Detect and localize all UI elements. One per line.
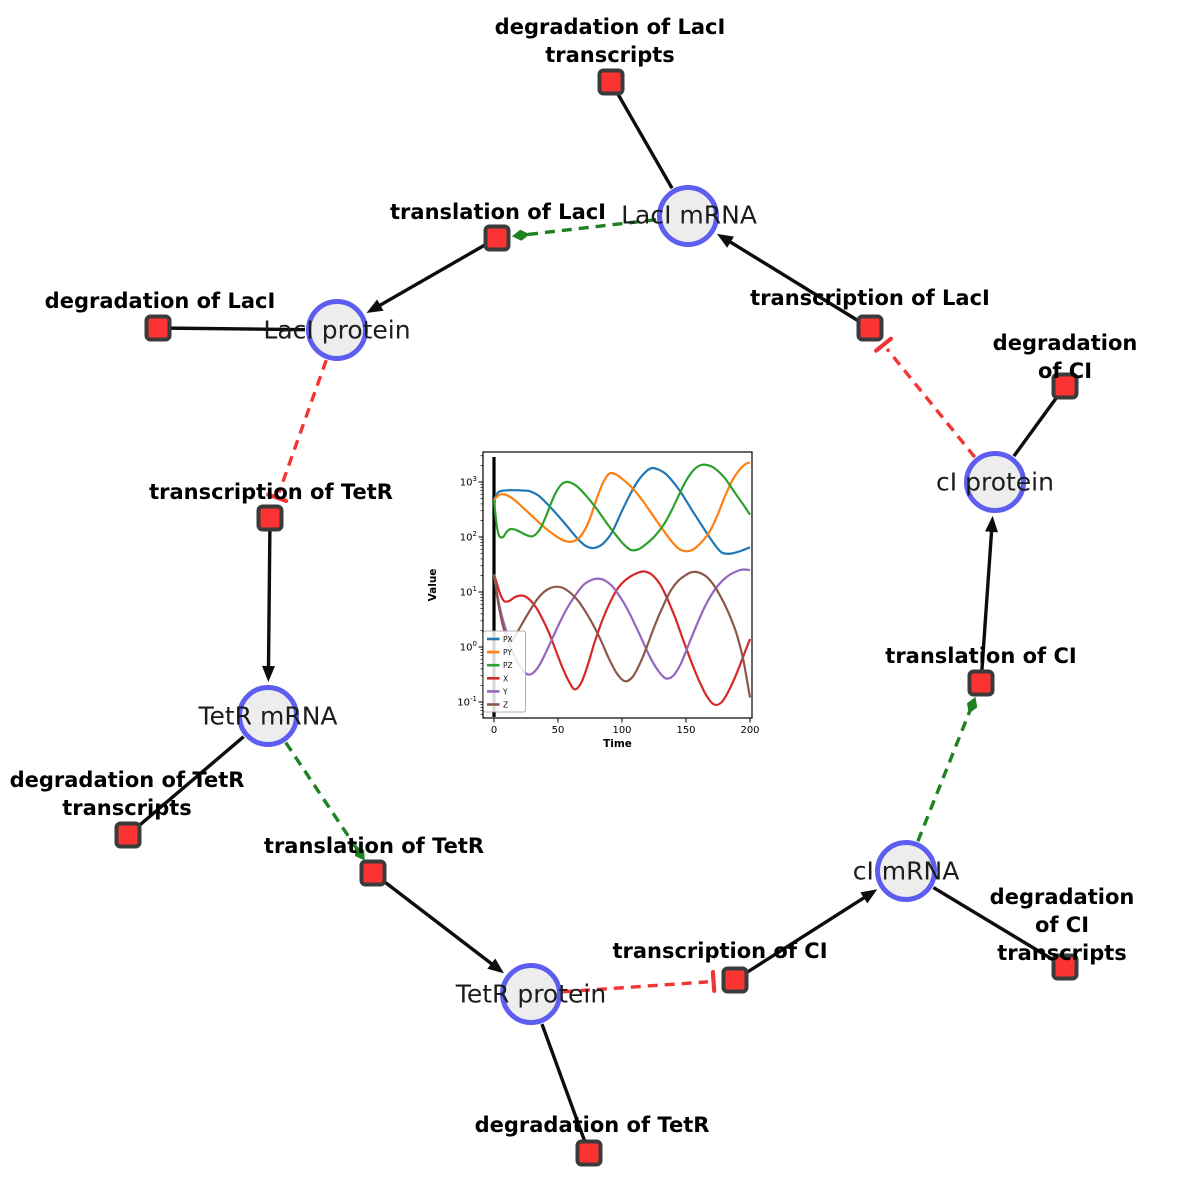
legend-label-z: Z <box>503 701 508 710</box>
species-node-tetr-mrna[interactable] <box>237 685 299 747</box>
species-node-tetr-protein[interactable] <box>500 963 562 1025</box>
series-py <box>493 461 751 553</box>
legend-label-px: PX <box>503 635 513 644</box>
edge-laci-protein-txn-tetr <box>266 359 328 504</box>
reaction-node-txn-ci[interactable] <box>721 966 749 994</box>
edge-tetr-protein-txn-ci <box>562 969 717 994</box>
svg-text:101: 101 <box>460 585 477 599</box>
edge-laci-mrna-transl-laci <box>511 217 657 241</box>
deg-tetr-label: degradation of TetR <box>474 1113 710 1137</box>
reaction-node-deg-laci[interactable] <box>144 314 172 342</box>
legend-label-py: PY <box>503 648 512 657</box>
edge-tetr-mrna-deg-tetr-tx <box>126 735 245 837</box>
edge-transl-ci-ci-protein <box>979 515 999 684</box>
series-x <box>492 570 751 707</box>
transl-tetr-label: translation of TetR <box>263 834 485 858</box>
svg-text:50: 50 <box>552 725 565 736</box>
svg-text:150: 150 <box>676 725 695 736</box>
reaction-node-deg-ci-tx[interactable] <box>1051 953 1079 981</box>
svg-text:100: 100 <box>460 640 477 654</box>
species-node-ci-protein[interactable] <box>964 451 1026 513</box>
transl-laci-label: translation of LacI <box>390 200 606 224</box>
edge-tetr-protein-deg-tetr <box>540 1023 591 1154</box>
series-y <box>492 568 751 680</box>
species-node-laci-mrna[interactable] <box>657 185 719 247</box>
timecourse-plot: 0 50 100 150 200Time10-1100101102103ValuePXP… <box>427 440 772 765</box>
series-pz <box>492 463 751 552</box>
svg-text:103: 103 <box>460 475 477 489</box>
species-node-laci-protein[interactable] <box>306 299 368 361</box>
reaction-node-deg-ci[interactable] <box>1051 372 1079 400</box>
txn-tetr-label: transcription of TetR <box>149 480 393 504</box>
edge-transl-laci-laci-protein <box>366 236 498 314</box>
series-px <box>493 466 751 555</box>
reaction-node-txn-laci[interactable] <box>856 314 884 342</box>
svg-text:10-1: 10-1 <box>457 695 477 709</box>
deg-laci-tx-label: degradation of LacI transcripts <box>494 15 726 67</box>
y-axis-label: Value <box>427 569 439 602</box>
legend-label-pz: PZ <box>503 661 513 670</box>
edge-tetr-mrna-transl-tetr <box>284 741 365 861</box>
series-z <box>492 570 751 698</box>
reaction-node-transl-tetr[interactable] <box>359 859 387 887</box>
transl-ci-label: translation of CI <box>885 644 1077 668</box>
edge-laci-protein-deg-laci <box>157 326 306 332</box>
reaction-node-transl-laci[interactable] <box>483 224 511 252</box>
edge-laci-mrna-deg-laci-tx <box>609 81 674 190</box>
chart-legend: PX PY PZ XYZ <box>483 630 526 713</box>
deg-tetr-tx-label: degradation of TetR transcripts <box>9 768 245 820</box>
txn-laci-label: transcription of LacI <box>750 286 990 310</box>
txn-ci-label: transcription of CI <box>612 939 828 963</box>
reaction-node-deg-laci-tx[interactable] <box>597 68 625 96</box>
edge-txn-tetr-tetr-mrna <box>262 517 276 683</box>
edge-ci-mrna-transl-ci <box>916 696 978 842</box>
legend-label-x: X <box>503 674 508 683</box>
svg-text:0: 0 <box>491 725 497 736</box>
svg-text:200: 200 <box>740 725 759 736</box>
svg-text:100: 100 <box>612 725 631 736</box>
species-node-ci-mrna[interactable] <box>875 840 937 902</box>
edge-ci-mrna-deg-ci-tx <box>932 886 1066 969</box>
edge-ci-protein-txn-laci <box>874 336 977 459</box>
reaction-node-deg-tetr[interactable] <box>575 1139 603 1167</box>
edge-transl-tetr-tetr-protein <box>371 871 505 974</box>
reaction-node-txn-tetr[interactable] <box>256 504 284 532</box>
legend-label-y: Y <box>502 687 508 696</box>
x-axis-label: Time <box>603 738 632 750</box>
edge-txn-laci-laci-mrna <box>716 233 871 330</box>
reaction-node-transl-ci[interactable] <box>967 669 995 697</box>
edge-txn-ci-ci-mrna <box>734 889 878 982</box>
deg-laci-label: degradation of LacI <box>44 289 276 313</box>
svg-text:102: 102 <box>460 530 477 544</box>
reaction-node-deg-tetr-tx[interactable] <box>114 821 142 849</box>
